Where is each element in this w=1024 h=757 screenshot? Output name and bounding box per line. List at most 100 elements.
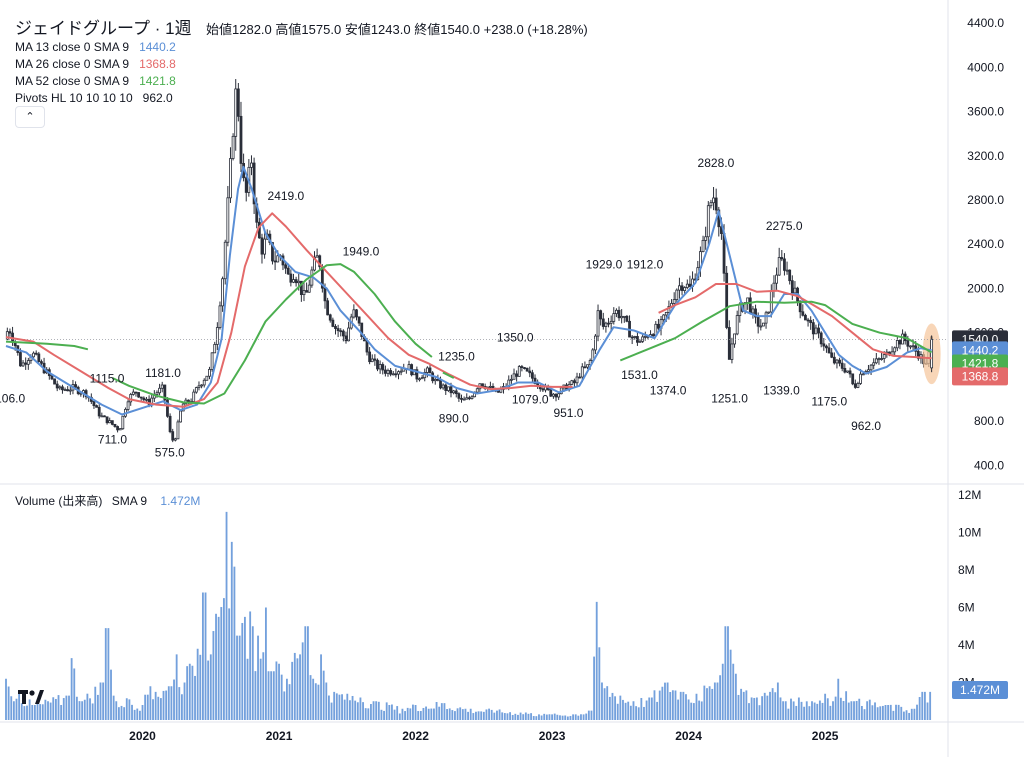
volume-bar: [104, 628, 107, 720]
volume-bar: [186, 666, 189, 720]
volume-bar: [918, 697, 921, 720]
candle-up: [517, 366, 521, 377]
axes: 400.0800.01200.01600.02000.02400.02800.0…: [129, 16, 1004, 743]
volume-bar: [110, 669, 112, 720]
volume-bar: [587, 710, 590, 720]
indicator-ma13[interactable]: MA 13 close 0 SMA 9 1440.2: [15, 40, 176, 54]
candle-down: [748, 297, 752, 314]
candle-up: [893, 347, 897, 353]
volume-header[interactable]: Volume (出来高) SMA 9 1.472M: [15, 492, 200, 509]
candle-up: [751, 308, 755, 314]
volume-bar: [477, 711, 480, 720]
volume-bar: [317, 684, 320, 720]
volume-bar: [125, 698, 128, 720]
candle-down: [809, 320, 813, 324]
candle-down: [444, 384, 448, 391]
indicator-ma52[interactable]: MA 52 close 0 SMA 9 1421.8: [15, 74, 176, 88]
volume-bar: [658, 690, 661, 720]
candle-down: [389, 370, 393, 375]
volume-bar: [461, 709, 464, 720]
indicator-label: MA 13 close 0 SMA 9: [15, 40, 130, 54]
candle-up: [197, 385, 201, 388]
volume-bar: [887, 705, 890, 720]
volume-bar: [20, 703, 23, 720]
pivot-label: 711.0: [98, 432, 127, 446]
volume-bar: [724, 626, 727, 720]
candle-up: [777, 257, 781, 276]
volume-bar: [837, 678, 840, 720]
volume-bar: [485, 709, 488, 720]
volume-bar: [832, 701, 834, 720]
volume-bar: [921, 691, 924, 720]
candle-down: [113, 423, 117, 427]
collapse-legend-button[interactable]: ⌃: [15, 106, 45, 128]
volume-bar: [669, 692, 672, 720]
volume-bar: [225, 511, 228, 720]
tradingview-logo-icon[interactable]: [16, 686, 46, 710]
indicator-ma26[interactable]: MA 26 close 0 SMA 9 1368.8: [15, 57, 176, 71]
candle-down: [323, 287, 327, 302]
volume-tag: [952, 681, 1008, 699]
candle-up: [126, 401, 130, 410]
volume-bar: [734, 673, 737, 720]
volume-bar: [131, 704, 133, 720]
candle-down: [376, 359, 379, 370]
candle-up: [465, 397, 469, 400]
volume-bar: [49, 702, 52, 720]
candle-down: [607, 322, 610, 325]
volume-bar: [138, 710, 141, 720]
candle-up: [205, 375, 209, 381]
candle-up: [712, 197, 715, 204]
candle-down: [457, 393, 461, 399]
indicator-value: 1421.8: [139, 74, 176, 88]
indicator-pivots[interactable]: Pivots HL 10 10 10 10 962.0: [15, 91, 173, 105]
candle-down: [355, 309, 358, 318]
candle-down: [236, 88, 240, 117]
volume-bar: [15, 698, 18, 720]
candle-down: [583, 366, 587, 369]
candle-up: [386, 370, 390, 374]
candle-up: [446, 386, 450, 391]
volume-bar: [443, 703, 446, 720]
volume-bar: [629, 705, 632, 720]
candle-up: [909, 345, 912, 348]
candle-up: [861, 373, 865, 376]
volume-bar: [54, 698, 57, 720]
candle-down: [40, 361, 43, 364]
candle-up: [846, 370, 849, 373]
candle-up: [370, 358, 374, 363]
candle-up: [762, 322, 765, 327]
volume-bar: [215, 613, 217, 720]
candle-down: [273, 260, 277, 263]
volume-bar: [451, 710, 454, 720]
candle-down: [790, 280, 794, 294]
volume-bar: [372, 701, 375, 720]
volume-bar: [123, 707, 126, 720]
candle-up: [160, 384, 164, 389]
candle-down: [523, 367, 526, 369]
candle-down: [780, 257, 784, 260]
volume-bar: [267, 671, 270, 720]
candle-down: [806, 319, 810, 322]
candle-up: [580, 366, 584, 378]
candle-up: [194, 387, 198, 393]
volume-bar: [522, 714, 525, 720]
volume-bar: [703, 685, 706, 720]
symbol-title[interactable]: ジェイドグループ · 1週: [15, 19, 192, 38]
volume-bar: [33, 705, 36, 720]
candle-down: [305, 290, 309, 293]
candle-up: [441, 384, 445, 389]
candle-down: [381, 364, 385, 371]
volume-bar: [834, 696, 837, 720]
candle-up: [685, 283, 689, 288]
volume-bar: [36, 703, 39, 720]
volume-bar: [763, 692, 766, 720]
candle-down: [318, 255, 322, 268]
volume-bar: [569, 715, 572, 720]
candle-up: [418, 378, 421, 381]
candle-down: [163, 384, 167, 401]
candle-up: [575, 376, 579, 384]
volume-bar: [435, 702, 438, 720]
volume-bar: [5, 678, 7, 720]
